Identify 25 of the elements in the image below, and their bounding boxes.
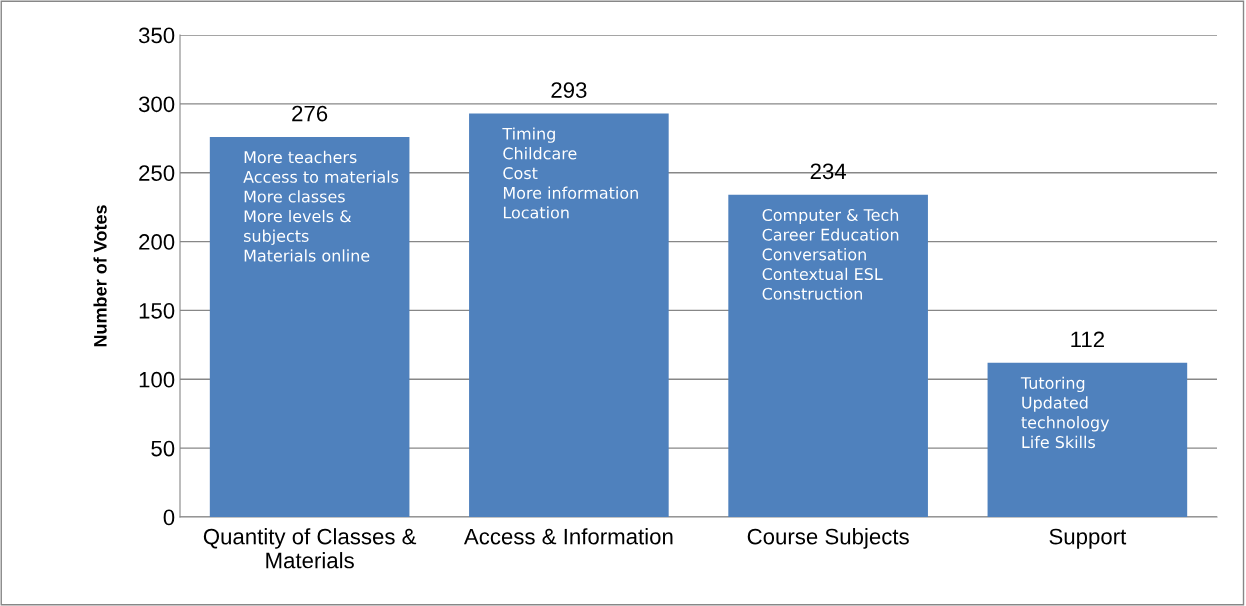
y-tick-label: 50 bbox=[151, 440, 175, 457]
x-tick-label: Quantity of Classes & Materials bbox=[203, 528, 417, 569]
bar bbox=[209, 136, 410, 517]
bar bbox=[469, 113, 669, 517]
bar bbox=[728, 194, 928, 517]
y-tick-label: 250 bbox=[139, 165, 175, 181]
x-tick-label: Course Subjects bbox=[747, 528, 909, 549]
y-tick-label: 0 bbox=[163, 509, 175, 526]
x-tick-label: Access & Information bbox=[463, 528, 673, 545]
y-tick-label: 350 bbox=[138, 27, 175, 44]
data-label: 276 bbox=[292, 105, 328, 122]
data-label: 234 bbox=[810, 163, 847, 180]
bar bbox=[987, 362, 1188, 517]
annotation: Computer & Tech Career Education Conversation Contextual ESL Construction bbox=[762, 208, 899, 300]
x-tick-label: Support bbox=[1049, 528, 1127, 549]
y-tick-label: 200 bbox=[139, 234, 175, 250]
annotation: More teachers Access to materials More classes More levels & subjects Materials online bbox=[243, 150, 399, 262]
data-label: 112 bbox=[1071, 331, 1104, 348]
y-tick-label: 100 bbox=[139, 371, 175, 388]
y-axis-title: Number of Votes bbox=[93, 205, 107, 347]
y-tick-label: 150 bbox=[139, 302, 175, 319]
y-tick-label: 300 bbox=[138, 96, 175, 113]
data-label: 293 bbox=[551, 82, 587, 98]
annotation: Timing Childcare Cost More information Location bbox=[502, 127, 638, 219]
annotation: Tutoring Updated technology Life Skills bbox=[1020, 376, 1110, 449]
